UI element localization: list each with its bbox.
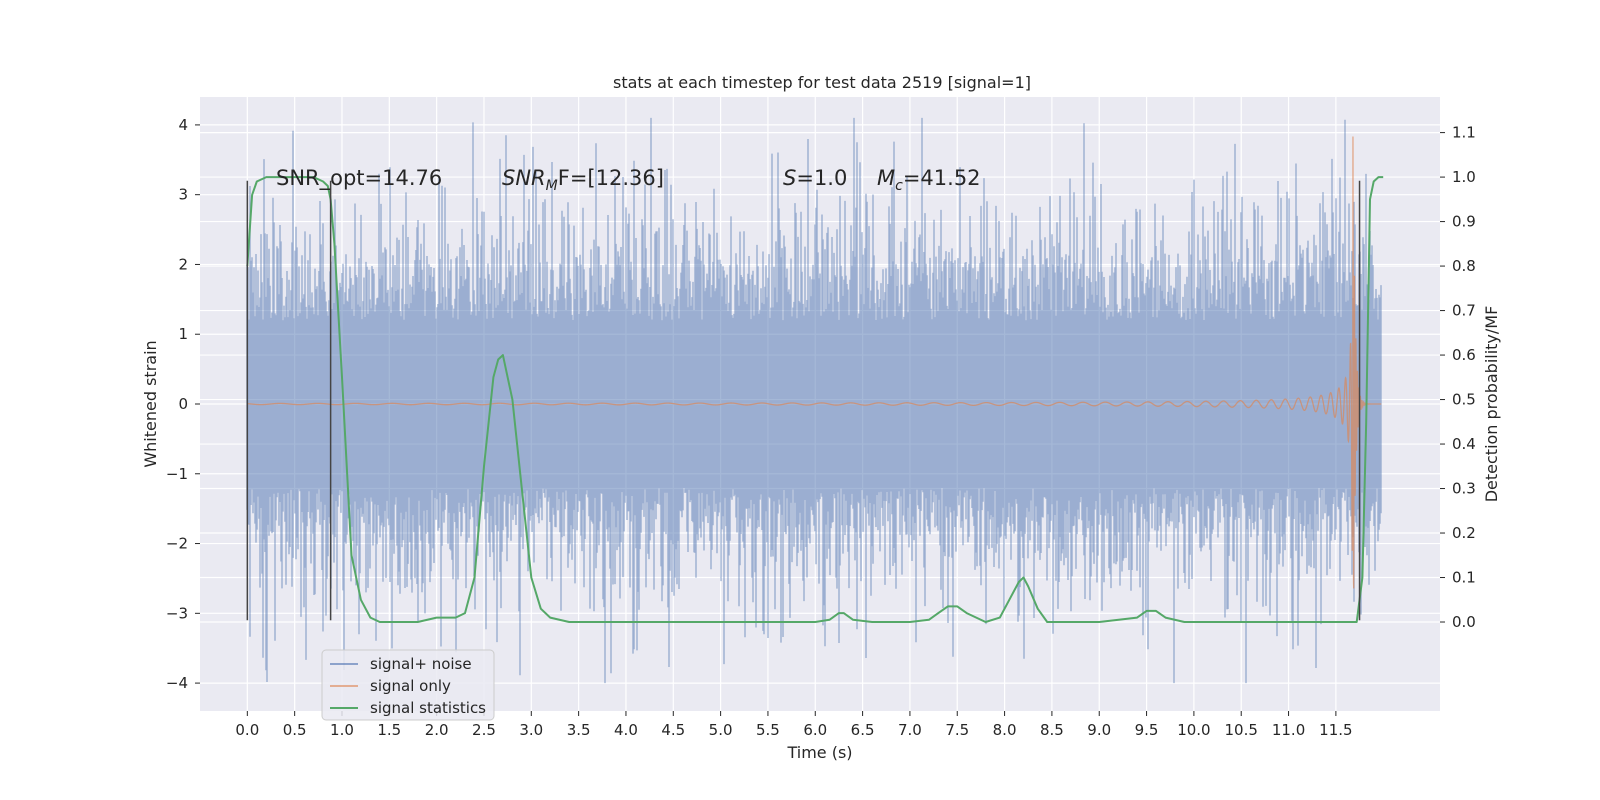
x-tick-label-10: 5.0 xyxy=(709,721,733,739)
x-tick-label-22: 11.0 xyxy=(1272,721,1305,739)
y2-tick-label-10: 0.1 xyxy=(1452,569,1476,587)
legend-label-1: signal only xyxy=(370,677,451,695)
y2-tick-label-4: 0.7 xyxy=(1452,302,1476,320)
x-tick-label-3: 1.5 xyxy=(377,721,401,739)
x-tick-label-6: 3.0 xyxy=(519,721,543,739)
x-tick-label-0: 0.0 xyxy=(235,721,259,739)
x-tick-label-9: 4.5 xyxy=(661,721,685,739)
y-tick-label-4: 0 xyxy=(178,395,188,413)
x-tick-label-16: 8.0 xyxy=(993,721,1017,739)
chart-title: stats at each timestep for test data 251… xyxy=(613,73,1031,92)
x-tick-label-4: 2.0 xyxy=(425,721,449,739)
y2-tick-label-1: 1.0 xyxy=(1452,168,1476,186)
y-axis-title: Whitened strain xyxy=(141,340,160,467)
x-tick-label-15: 7.5 xyxy=(945,721,969,739)
series-signal-statistics xyxy=(246,176,1384,623)
x-tick-label-13: 6.5 xyxy=(851,721,875,739)
vertical-markers xyxy=(246,180,1361,621)
y-tick-label-2: 2 xyxy=(178,255,188,273)
x-tick-label-2: 1.0 xyxy=(330,721,354,739)
y2-tick-label-2: 0.9 xyxy=(1452,213,1476,231)
annotations: SNR_opt=14.76 SNRMF=[12.36] S=1.0 Mc=41.52 xyxy=(276,166,981,194)
x-tick-label-11: 5.5 xyxy=(756,721,780,739)
y2-tick-label-8: 0.3 xyxy=(1452,480,1476,498)
legend: signal+ noise signal only signal statistic… xyxy=(321,649,495,721)
x-tick-label-5: 2.5 xyxy=(472,721,496,739)
x-tick-label-18: 9.0 xyxy=(1087,721,1111,739)
y2-tick-label-6: 0.5 xyxy=(1452,391,1476,409)
annotation-s-value: S=1.0 xyxy=(783,166,847,190)
y2-axis-ticks: 1.1 1.0 0.9 0.8 0.7 0.6 0.5 0.4 0.3 0.2 0.1 0.0 xyxy=(1440,124,1476,631)
x-tick-label-21: 10.5 xyxy=(1225,721,1258,739)
annotation-snr-opt: SNR_opt=14.76 xyxy=(276,166,442,191)
stats-trace xyxy=(246,176,1384,623)
y2-tick-label-3: 0.8 xyxy=(1452,257,1476,275)
y-tick-label-5: −1 xyxy=(166,465,188,483)
x-tick-label-14: 7.0 xyxy=(898,721,922,739)
signal-trace xyxy=(247,136,1382,589)
y2-tick-label-9: 0.2 xyxy=(1452,524,1476,542)
y-tick-label-6: −2 xyxy=(166,535,188,553)
x-tick-label-20: 10.0 xyxy=(1177,721,1210,739)
x-tick-label-7: 3.5 xyxy=(567,721,591,739)
y2-tick-label-11: 0.0 xyxy=(1452,613,1476,631)
annotation-mc-value: Mc=41.52 xyxy=(877,166,981,194)
x-tick-label-17: 8.5 xyxy=(1040,721,1064,739)
y-tick-label-3: 1 xyxy=(178,325,188,343)
legend-label-0: signal+ noise xyxy=(370,655,472,673)
y-tick-label-1: 3 xyxy=(178,186,188,204)
y2-axis-title: Detection probability/MF xyxy=(1482,306,1501,503)
annotation-snr-mf: SNRMF=[12.36] xyxy=(502,166,664,194)
y2-tick-label-5: 0.6 xyxy=(1452,346,1476,364)
x-axis-title: Time (s) xyxy=(786,743,852,762)
y-axis-ticks: 4 3 2 1 0 −1 −2 −3 −4 xyxy=(166,116,200,692)
x-tick-label-12: 6.0 xyxy=(803,721,827,739)
y2-tick-label-7: 0.4 xyxy=(1452,435,1476,453)
y2-tick-label-0: 1.1 xyxy=(1452,124,1476,142)
x-tick-label-8: 4.0 xyxy=(614,721,638,739)
x-axis-ticks: 0.0 0.5 1.0 1.5 2.0 2.5 3.0 3.5 4.0 4.5 5.0 5.5 6.0 6… xyxy=(235,711,1353,739)
x-tick-label-19: 9.5 xyxy=(1135,721,1159,739)
y-tick-label-0: 4 xyxy=(178,116,188,134)
legend-box xyxy=(321,649,495,721)
x-tick-label-23: 11.5 xyxy=(1319,721,1352,739)
legend-label-2: signal statistics xyxy=(370,699,486,717)
x-tick-label-1: 0.5 xyxy=(283,721,307,739)
series-signal-only xyxy=(247,136,1382,589)
y-tick-label-7: −3 xyxy=(166,604,188,622)
y-tick-label-8: −4 xyxy=(166,674,188,692)
